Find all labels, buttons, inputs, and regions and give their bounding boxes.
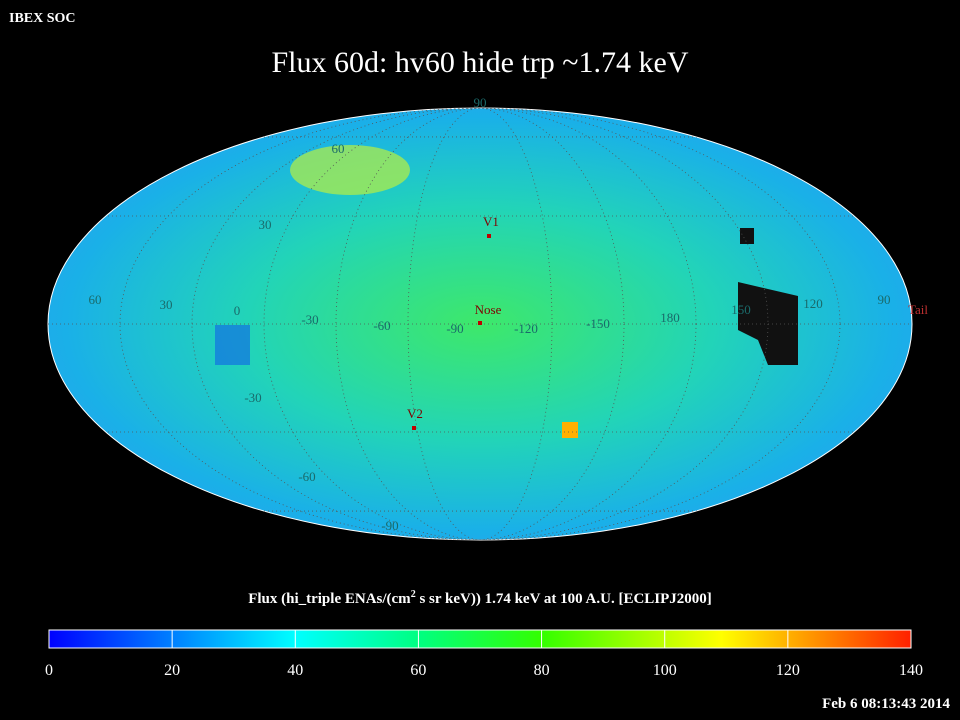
grid-label: 0 [234, 303, 241, 318]
colorbar-tick-label: 120 [776, 662, 800, 679]
colorbar-tick-label: 0 [45, 662, 53, 679]
grid-label: 30 [259, 217, 272, 232]
colorbar [48, 629, 912, 649]
grid-label: -30 [244, 390, 261, 405]
marker-label: V2 [407, 406, 423, 421]
colorbar-tick-label: 140 [899, 662, 923, 679]
grid-label: -60 [298, 469, 315, 484]
grid-label: 150 [731, 302, 751, 317]
colorbar-ticks: 0 20 40 60 80 100 120 140 [45, 630, 923, 679]
colorbar-tick-label: 60 [410, 662, 426, 679]
grid-label: -30 [301, 312, 318, 327]
grid-label: 60 [332, 141, 345, 156]
caption-superscript: 2 [411, 589, 416, 600]
marker-dot [412, 426, 416, 430]
grid-label: 90 [474, 95, 487, 110]
timestamp: Feb 6 08:13:43 2014 [822, 696, 950, 712]
caption-end: s sr keV)) 1.74 keV at 100 A.U. [ECLIPJ2… [416, 591, 712, 607]
marker-label: V1 [483, 214, 499, 229]
marker-label: Tail [908, 302, 928, 317]
colorbar-tick-label: 20 [164, 662, 180, 679]
grid-label: 180 [660, 310, 680, 325]
corner-label: IBEX SOC [9, 11, 76, 26]
marker-label: Nose [475, 302, 502, 317]
caption-start: Flux (hi_triple ENAs/(cm [248, 591, 411, 607]
grid-label: -60 [373, 318, 390, 333]
grid-label: 120 [803, 296, 823, 311]
grid-label: -90 [446, 321, 463, 336]
colorbar-tick-label: 80 [534, 662, 550, 679]
grid-label: -90 [381, 518, 398, 533]
grid-label: 60 [89, 292, 102, 307]
grid-label: -150 [586, 316, 610, 331]
sky-map: 90 60 30 60 30 0 -30 -60 -90 -120 -150 180 150 120 90 -… [47, 95, 928, 541]
colorbar-tick-label: 40 [287, 662, 303, 679]
grid-label: 90 [878, 292, 891, 307]
colorbar-caption: Flux (hi_triple ENAs/(cm2 s sr keV)) 1.7… [248, 589, 712, 607]
map-features [215, 145, 798, 438]
grid-label: 30 [160, 297, 173, 312]
marker-dot [487, 234, 491, 238]
title: Flux 60d: hv60 hide trp ~1.74 keV [271, 46, 688, 79]
grid-label: -120 [514, 321, 538, 336]
colorbar-tick-label: 100 [653, 662, 677, 679]
marker-dot [478, 321, 482, 325]
